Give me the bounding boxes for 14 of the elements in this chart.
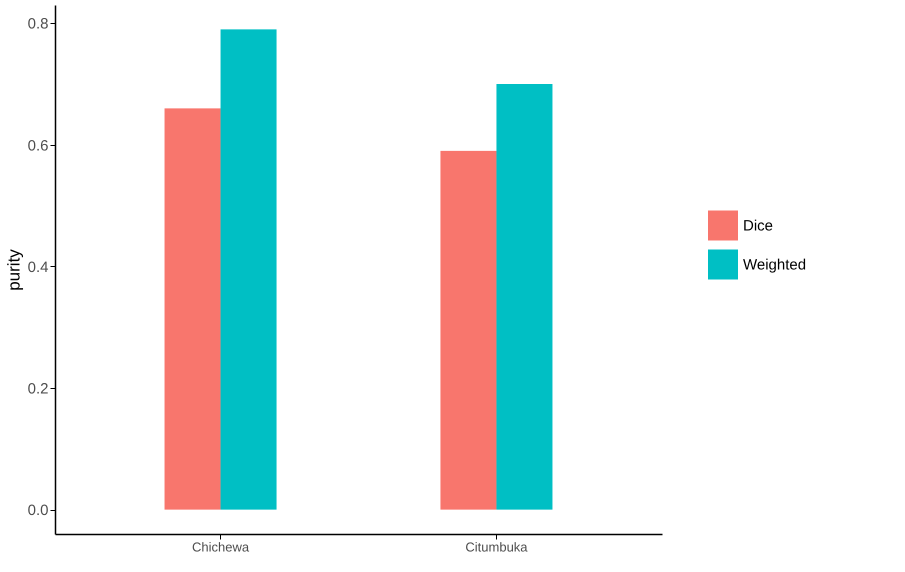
y-axis-title: purity: [4, 248, 24, 291]
x-tick-label: Chichewa: [192, 540, 250, 554]
y-tick-label: 0.2: [28, 380, 48, 398]
y-tick-label: 0.4: [28, 258, 48, 276]
x-tick-label: Citumbuka: [465, 540, 528, 554]
bar: [496, 84, 552, 510]
bar: [440, 150, 496, 510]
bar: [220, 29, 277, 510]
y-tick-label: 0.8: [28, 16, 48, 33]
y-tick-label: 0.6: [28, 137, 48, 154]
bar: [164, 108, 221, 510]
legend-label: Weighted: [743, 256, 806, 274]
y-tick-label: 0.0: [28, 502, 48, 520]
legend-label: Dice: [743, 218, 774, 234]
